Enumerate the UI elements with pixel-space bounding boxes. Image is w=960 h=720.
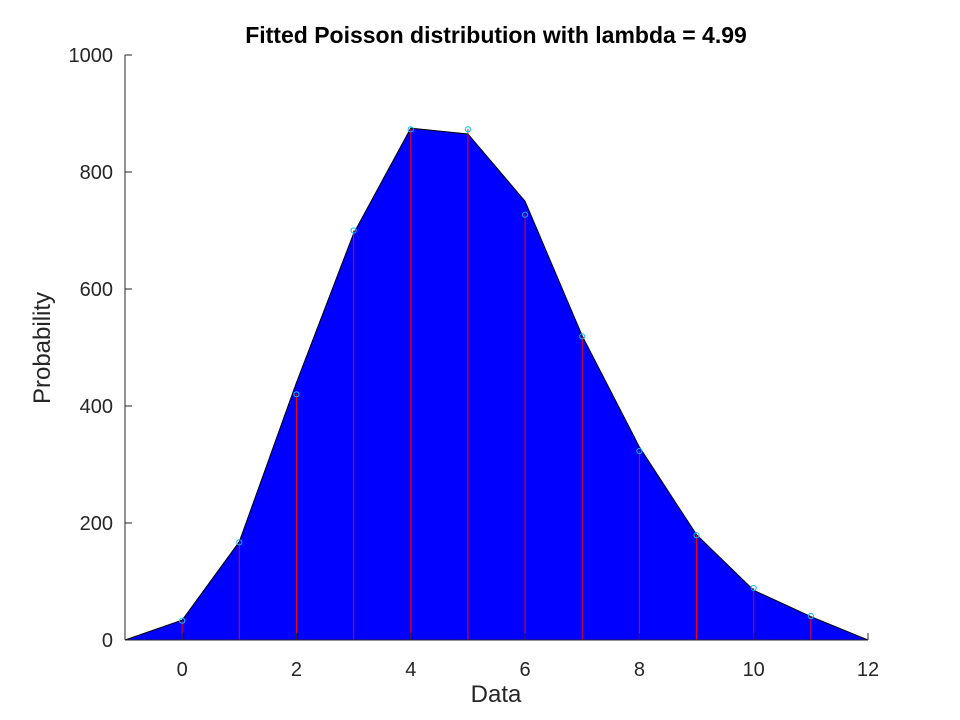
stem-marker <box>236 539 243 546</box>
stem-marker <box>521 211 529 218</box>
y-axis-label: Probability <box>29 292 56 404</box>
x-tick-label: 12 <box>857 659 879 681</box>
stem-marker <box>579 333 586 340</box>
stem-marker <box>350 227 357 234</box>
chart-title: Fitted Poisson distribution with lambda … <box>245 22 747 48</box>
x-tick-label: 4 <box>405 659 416 681</box>
stem-marker <box>293 391 300 398</box>
y-tick-label: 200 <box>80 513 113 535</box>
y-tick-label: 0 <box>102 630 113 652</box>
x-tick-label: 6 <box>520 659 531 681</box>
stem-marker <box>407 126 414 133</box>
stem-marker <box>750 584 757 592</box>
x-axis-label: Data <box>471 681 522 708</box>
area-fill <box>124 127 869 641</box>
tick-labels: 0 2 4 6 8 10 12 0 200 400 600 800 1000 <box>69 45 880 681</box>
stem-marker <box>693 532 700 539</box>
stem-marker <box>807 612 814 620</box>
axes <box>124 54 869 641</box>
x-tick-label: 2 <box>291 659 302 681</box>
stem-marker <box>179 617 186 624</box>
y-tick-label: 600 <box>80 279 113 301</box>
y-tick-label: 400 <box>80 396 113 418</box>
x-tick-label: 8 <box>634 659 645 681</box>
x-tick-label: 10 <box>743 659 765 681</box>
stem-marker <box>636 447 643 455</box>
x-tick-label: 0 <box>177 659 188 681</box>
y-tick-label: 800 <box>80 162 113 184</box>
stem-marker <box>464 126 472 133</box>
plot-area <box>124 126 869 641</box>
y-tick-label: 1000 <box>69 45 114 67</box>
